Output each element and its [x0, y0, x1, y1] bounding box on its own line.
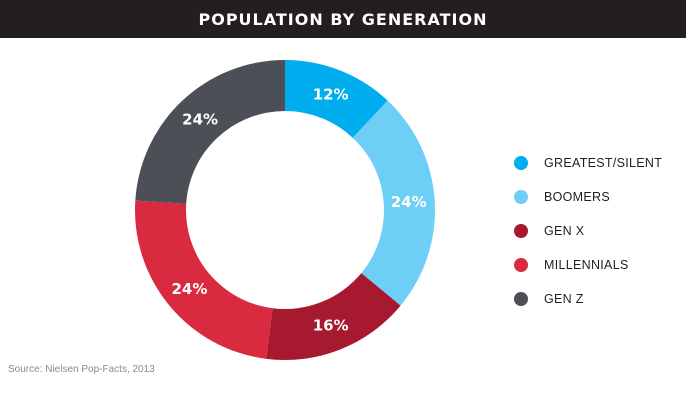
donut-chart: 12% 24% 16% 24% 24% [135, 60, 435, 360]
legend-label-millennials: MILLENNIALS [544, 258, 629, 272]
chart-title-bar: POPULATION BY GENERATION [0, 0, 686, 38]
legend-swatch-gen-x [514, 224, 528, 238]
data-label-gen-x: 16% [313, 316, 349, 334]
donut-slice-gen-x [266, 273, 401, 360]
legend-swatch-gen-z [514, 292, 528, 306]
data-label-millennials: 24% [172, 280, 208, 298]
donut-slice-greatest-silent [285, 60, 388, 138]
data-label-gen-z: 24% [182, 111, 218, 129]
legend-label-gen-z: GEN Z [544, 292, 584, 306]
data-label-greatest-silent: 12% [313, 86, 349, 104]
legend-swatch-greatest-silent [514, 156, 528, 170]
donut-slice-boomers [352, 100, 435, 306]
data-label-boomers: 24% [391, 193, 427, 211]
donut-slice-gen-z [135, 60, 285, 204]
legend-item-boomers: BOOMERS [514, 180, 662, 214]
legend-item-gen-x: GEN X [514, 214, 662, 248]
legend-swatch-boomers [514, 190, 528, 204]
legend-swatch-millennials [514, 258, 528, 272]
legend-item-gen-z: GEN Z [514, 282, 662, 316]
legend-label-boomers: BOOMERS [544, 190, 610, 204]
legend-item-greatest-silent: GREATEST/SILENT [514, 146, 662, 180]
chart-legend: GREATEST/SILENT BOOMERS GEN X MILLENNIALS GE… [514, 146, 662, 316]
legend-label-greatest-silent: GREATEST/SILENT [544, 156, 663, 170]
chart-title: POPULATION BY GENERATION [198, 9, 488, 29]
legend-label-gen-x: GEN X [544, 224, 585, 238]
legend-item-millennials: MILLENNIALS [514, 248, 662, 282]
source-note: Source: Nielsen Pop-Facts, 2013 [8, 364, 155, 375]
donut-slice-millennials [135, 200, 273, 359]
